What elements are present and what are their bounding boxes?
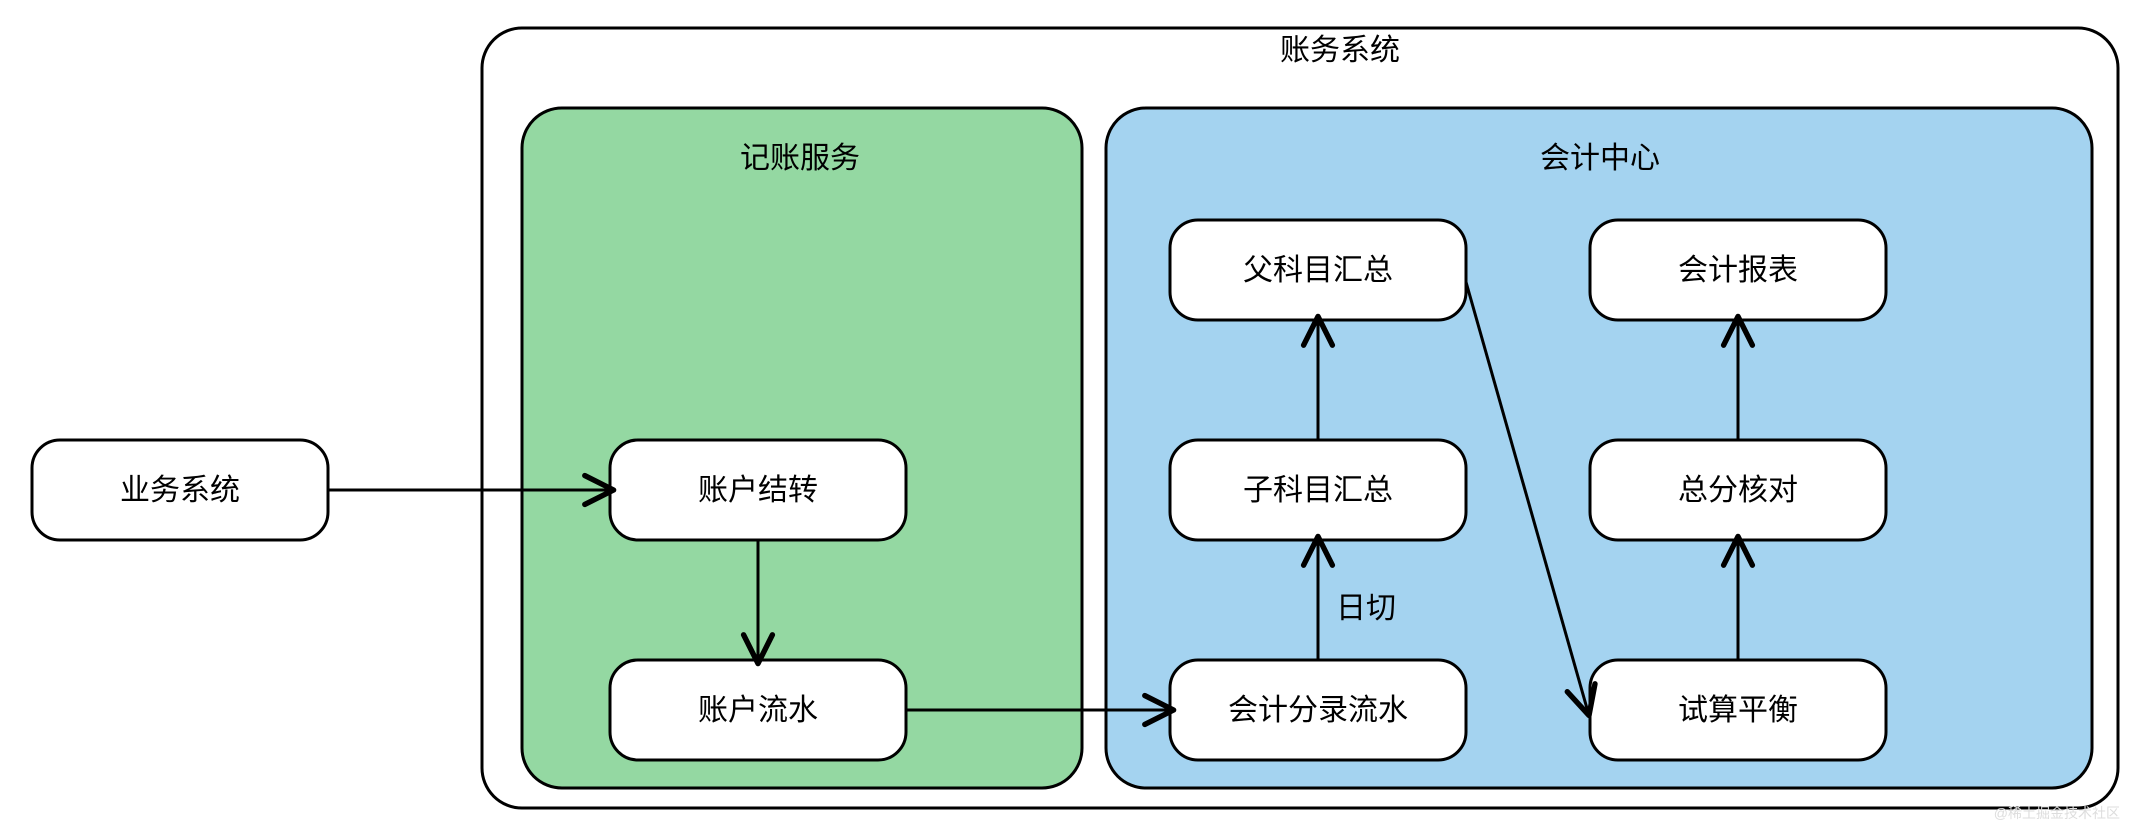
node-account-transfer: 账户结转 bbox=[610, 440, 906, 540]
svg-text:总分核对: 总分核对 bbox=[1678, 474, 1798, 507]
node-child-subject-summary: 子科目汇总 bbox=[1170, 440, 1466, 540]
svg-text:试算平衡: 试算平衡 bbox=[1678, 694, 1798, 727]
node-account-flow: 账户流水 bbox=[610, 660, 906, 760]
architecture-diagram: 账务系统 记账服务 会计中心 业务系统 账户结转 账户流水 会计分录流水 子科目… bbox=[0, 0, 2135, 826]
node-business-system: 业务系统 bbox=[32, 440, 328, 540]
svg-text:会计报表: 会计报表 bbox=[1678, 254, 1798, 287]
node-general-ledger-check: 总分核对 bbox=[1590, 440, 1886, 540]
node-accounting-entry-flow: 会计分录流水 bbox=[1170, 660, 1466, 760]
node-accounting-report: 会计报表 bbox=[1590, 220, 1886, 320]
svg-text:业务系统: 业务系统 bbox=[120, 474, 240, 507]
node-parent-subject-summary: 父科目汇总 bbox=[1170, 220, 1466, 320]
accounting-center-label: 会计中心 bbox=[1540, 142, 1660, 175]
node-trial-balance: 试算平衡 bbox=[1590, 660, 1886, 760]
svg-text:父科目汇总: 父科目汇总 bbox=[1243, 254, 1393, 287]
accounting-system-label: 账务系统 bbox=[1280, 34, 1400, 67]
svg-text:子科目汇总: 子科目汇总 bbox=[1243, 474, 1393, 507]
bookkeeping-service-label: 记账服务 bbox=[740, 142, 860, 175]
svg-text:账户流水: 账户流水 bbox=[698, 694, 818, 727]
edge-label-e4: 日切 bbox=[1336, 592, 1396, 625]
watermark: @稀土掘金技术社区 bbox=[1994, 805, 2120, 821]
svg-text:账户结转: 账户结转 bbox=[698, 474, 818, 507]
svg-text:会计分录流水: 会计分录流水 bbox=[1228, 694, 1408, 727]
